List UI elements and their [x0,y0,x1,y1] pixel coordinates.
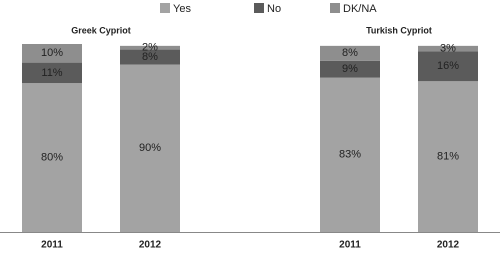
bar-segment [22,44,82,63]
bar-segment [320,45,380,61]
bar-segment [120,45,180,50]
data-label: 2% [142,42,158,54]
bar-segment [418,51,478,82]
bar-segment [320,60,380,78]
data-label: 80% [41,151,63,163]
legend-label: Yes [173,3,191,15]
data-label: 11% [41,67,62,79]
x-tick-label: 2011 [41,240,63,251]
data-label: 3% [440,43,456,55]
bar-segment [22,83,82,232]
legend-swatch [330,3,340,13]
bar-segment [22,62,82,84]
data-label: 10% [41,47,63,59]
x-tick-label: 2011 [339,240,361,251]
legend-swatch [160,3,170,13]
legend-label: No [267,3,281,15]
bar-segment [418,81,478,232]
x-tick-label: 2012 [139,240,162,251]
bar-segment [418,45,478,52]
group-label: Greek Cypriot [71,25,131,35]
data-label: 16% [437,60,459,72]
x-tick-label: 2012 [437,240,460,251]
bar-segment [120,49,180,65]
group-label: Turkish Cypriot [366,25,432,35]
data-label: 83% [339,149,361,161]
data-label: 90% [139,142,161,154]
data-label: 8% [342,47,358,59]
bar-segment [120,64,180,232]
data-label: 8% [142,51,158,63]
legend-label: DK/NA [343,3,377,15]
bar-segment [320,77,380,233]
data-label: 81% [437,151,459,163]
legend-swatch [254,3,264,13]
data-label: 9% [342,63,358,75]
